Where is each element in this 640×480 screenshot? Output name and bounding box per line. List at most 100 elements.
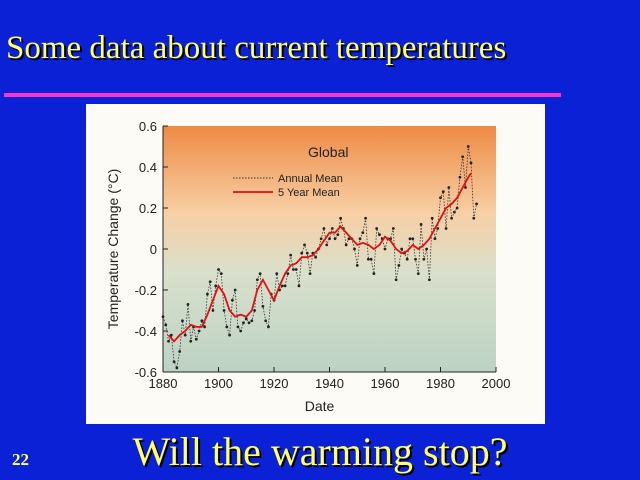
annual-mean-point — [391, 227, 395, 230]
annual-mean-point — [244, 317, 248, 321]
legend-annual-label: Annual Mean — [278, 173, 343, 185]
slide-caption: Will the warming stop? — [132, 429, 508, 474]
annual-mean-point — [181, 319, 184, 323]
annual-mean-point — [211, 309, 215, 312]
annual-mean-point — [347, 237, 351, 241]
annual-mean-point — [475, 202, 478, 206]
annual-mean-point — [255, 278, 259, 282]
annual-mean-point — [344, 243, 348, 247]
annual-mean-point — [308, 272, 312, 275]
annual-mean-point — [355, 264, 359, 267]
y-tick-label: -0.2 — [135, 283, 157, 298]
annual-mean-point — [167, 339, 170, 343]
annual-mean-point — [472, 216, 476, 220]
annual-mean-point — [325, 243, 329, 247]
annual-mean-point — [247, 321, 251, 325]
annual-mean-line — [162, 146, 477, 370]
x-axis-label: Date — [305, 398, 335, 414]
annual-mean-point — [239, 329, 243, 333]
annual-mean-point — [172, 360, 176, 364]
annual-mean-point — [250, 319, 254, 323]
annual-mean-point — [283, 284, 287, 288]
annual-mean-point — [439, 196, 442, 200]
annual-mean-point — [206, 292, 209, 296]
annual-mean-point — [208, 280, 212, 284]
y-tick-label: 0.4 — [139, 160, 157, 175]
y-axis-label: Temperature Change (°C) — [105, 169, 121, 329]
annual-mean-point — [219, 272, 223, 275]
annual-mean-point — [400, 247, 404, 251]
title-divider — [4, 93, 561, 97]
annual-mean-point — [253, 309, 256, 312]
annual-mean-point — [186, 302, 190, 306]
y-tick-label: -0.6 — [135, 365, 157, 380]
annual-mean-point — [330, 227, 334, 230]
annual-mean-point — [258, 272, 262, 275]
annual-mean-point — [433, 237, 437, 241]
annual-mean-point — [455, 206, 459, 210]
annual-mean-point — [411, 237, 415, 241]
annual-mean-point — [425, 247, 429, 251]
legend-mean-label: 5 Year Mean — [278, 187, 340, 199]
annual-mean-point — [408, 237, 412, 241]
annual-mean-point — [461, 155, 465, 159]
annual-mean-point — [197, 329, 201, 333]
annual-mean-point — [289, 253, 293, 257]
y-tick-label: -0.4 — [135, 324, 157, 339]
annual-mean-point — [328, 237, 331, 241]
annual-mean-point — [358, 237, 362, 241]
annual-mean-point — [333, 237, 337, 241]
annual-mean-point — [214, 284, 218, 288]
annual-mean-point — [369, 257, 373, 261]
annual-mean-point — [275, 272, 279, 275]
five-year-mean-line — [167, 172, 472, 343]
five-year-mean-series — [167, 172, 472, 343]
annual-mean-point — [303, 243, 306, 247]
annual-mean-series — [161, 145, 478, 370]
annual-mean-point — [422, 257, 426, 261]
x-tick-label: 1940 — [315, 376, 344, 391]
annual-mean-point — [364, 216, 367, 220]
annual-mean-point — [452, 210, 456, 214]
annual-mean-point — [394, 278, 398, 282]
annual-mean-point — [458, 175, 462, 179]
annual-mean-point — [322, 227, 326, 230]
annual-mean-point — [286, 272, 290, 275]
slide-title: Some data about current temperatures — [6, 30, 507, 66]
annual-mean-point — [430, 216, 434, 220]
y-tick-label: 0.2 — [139, 201, 157, 216]
x-tick-label: 1920 — [260, 376, 289, 391]
annual-mean-point — [203, 325, 207, 329]
annual-mean-point — [405, 257, 409, 261]
temperature-chart-figure: 0.6 0.4 0.2 0 -0.2 -0.4 -0.6 1880 1900 1920 1940 19… — [86, 104, 545, 424]
annual-mean-point — [222, 309, 226, 312]
x-tick-label: 1960 — [371, 376, 400, 391]
annual-mean-point — [319, 237, 323, 241]
annual-mean-point — [353, 247, 356, 251]
annual-mean-point — [200, 319, 204, 323]
annual-mean-point — [414, 257, 417, 261]
annual-mean-point — [217, 268, 220, 271]
legend: Annual Mean 5 Year Mean — [233, 173, 343, 199]
x-tick-label: 1980 — [426, 376, 455, 391]
annual-mean-point — [339, 216, 342, 220]
annual-mean-point — [428, 278, 431, 282]
annual-mean-point — [294, 268, 298, 271]
annual-mean-point — [444, 227, 448, 230]
annual-mean-point — [169, 333, 173, 337]
annual-mean-point — [469, 161, 473, 165]
annual-mean-point — [419, 223, 423, 226]
annual-mean-point — [225, 325, 229, 329]
annual-mean-point — [280, 284, 284, 288]
annual-mean-point — [416, 272, 420, 275]
annual-mean-point — [161, 315, 165, 319]
annual-mean-point — [178, 350, 182, 353]
y-tick-label: 0.6 — [139, 119, 157, 134]
annual-mean-point — [397, 264, 401, 267]
annual-mean-point — [261, 305, 265, 308]
annual-mean-point — [228, 333, 232, 337]
annual-mean-point — [336, 233, 340, 237]
annual-mean-point — [441, 190, 445, 193]
